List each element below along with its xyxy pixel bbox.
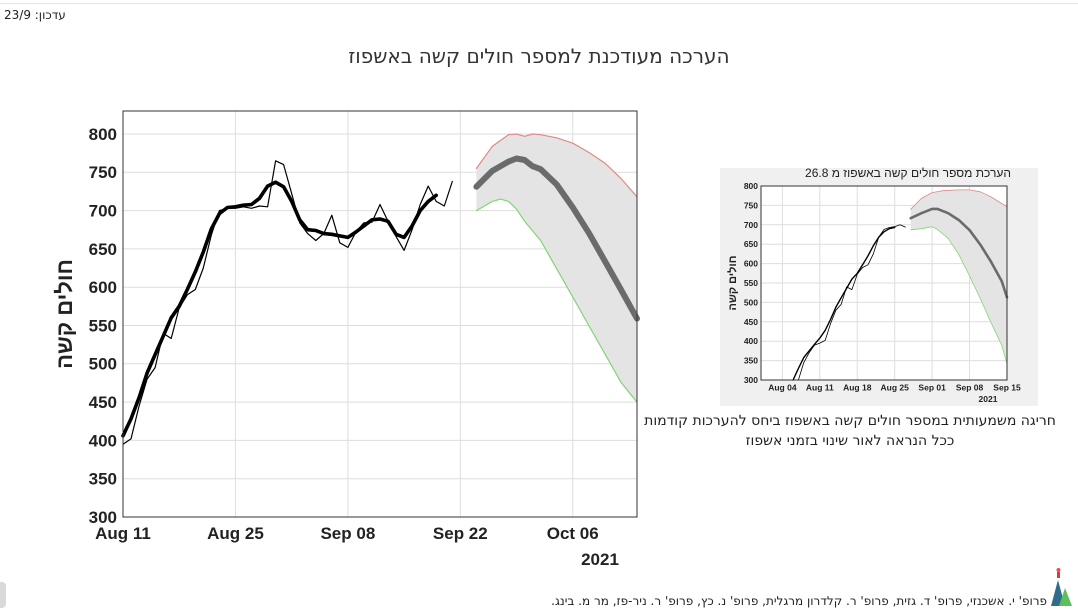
observed-series-line [798, 224, 906, 381]
y-tick-label: 750 [89, 163, 117, 182]
update-date-label: עדכון: 23/9 [4, 8, 66, 22]
x-tick-label: Aug 04 [768, 383, 797, 393]
x-tick-label: Aug 25 [881, 383, 910, 393]
y-tick-label: 550 [744, 278, 758, 288]
note-line-2: ככל הנראה לאור שינוי בזמני אשפוז [745, 433, 955, 449]
y-tick-label: 700 [89, 202, 117, 221]
y-tick-label: 300 [744, 375, 758, 385]
plot-frame [122, 110, 638, 518]
logo-icon [1051, 568, 1072, 606]
y-axis-label: חולים קשה [52, 259, 77, 369]
x-tick-label: Aug 25 [207, 524, 264, 543]
upper-series-line [910, 189, 1008, 210]
top-divider [0, 3, 1078, 4]
x-tick-label: Sep 08 [956, 383, 984, 393]
inset-chart: 300 350 400 450 500 550 600 650 700 750 800 Aug 04 A… [726, 166, 1021, 404]
note-line-1: חריגה משמעותית במספר חולים קשה באשפוז בי… [644, 413, 1056, 429]
x-tick-label: Aug 11 [95, 524, 151, 543]
x-tick-label: Oct 06 [547, 524, 599, 543]
y-tick-label: 500 [744, 297, 758, 307]
main-chart: 300 350 400 450 500 550 600 650 700 750 800 Aug 11 A… [52, 110, 640, 569]
x-tick-label: Sep 15 [993, 383, 1021, 393]
y-axis-label: חולים קשה [726, 256, 739, 311]
page-title: הערכה מעודכנת למספר חולים קשה באשפוז [348, 44, 730, 68]
x-tick-label: Aug 18 [843, 383, 872, 393]
y-tick-label: 400 [89, 431, 117, 450]
y-tick-label: 600 [89, 278, 117, 297]
x-tick-label: Sep 22 [433, 524, 488, 543]
confidence-band [910, 189, 1007, 364]
x-tick-label: Sep 01 [918, 383, 946, 393]
y-tick-label: 650 [744, 239, 758, 249]
y-tick-label: 650 [89, 240, 117, 259]
upper-series-line [475, 133, 638, 198]
y-tick-label: 600 [744, 259, 758, 269]
y-tick-label: 500 [89, 355, 117, 374]
smoothed-series-line [121, 180, 439, 438]
y-tick-label: 800 [89, 125, 117, 144]
y-tick-label: 350 [744, 356, 758, 366]
inset-chart-title: הערכת מספר חולים קשה באשפוז מ 26.8 [805, 166, 1011, 180]
y-tick-label: 800 [744, 181, 758, 191]
projection-series-line [473, 155, 640, 322]
year-label: 2021 [581, 550, 619, 569]
x-tick-label: Sep 08 [320, 524, 375, 543]
lower-series-line [910, 226, 1008, 365]
smoothed-series-line [792, 226, 896, 381]
y-tick-label: 350 [89, 470, 117, 489]
credits-text: פרופ' י. אשכנזי, פרופ' ד. גזית, פרופ' ר.… [551, 594, 1047, 608]
y-tick-label: 300 [89, 508, 117, 527]
year-label: 2021 [979, 394, 998, 404]
y-tick-label: 450 [744, 317, 758, 327]
scroll-handle[interactable] [0, 582, 6, 608]
note-text: חריגה משמעותית במספר חולים קשה באשפוז בי… [640, 411, 1060, 451]
x-tick-label: Aug 11 [806, 383, 834, 393]
y-tick-label: 400 [744, 336, 758, 346]
plot-frame [760, 185, 1008, 381]
y-tick-label: 750 [744, 200, 758, 210]
lower-series-line [475, 198, 638, 403]
projection-series-line [909, 207, 1009, 299]
y-tick-label: 550 [89, 316, 117, 335]
y-tick-label: 700 [744, 220, 758, 230]
y-tick-label: 450 [89, 393, 117, 412]
observed-series-line [122, 160, 453, 445]
